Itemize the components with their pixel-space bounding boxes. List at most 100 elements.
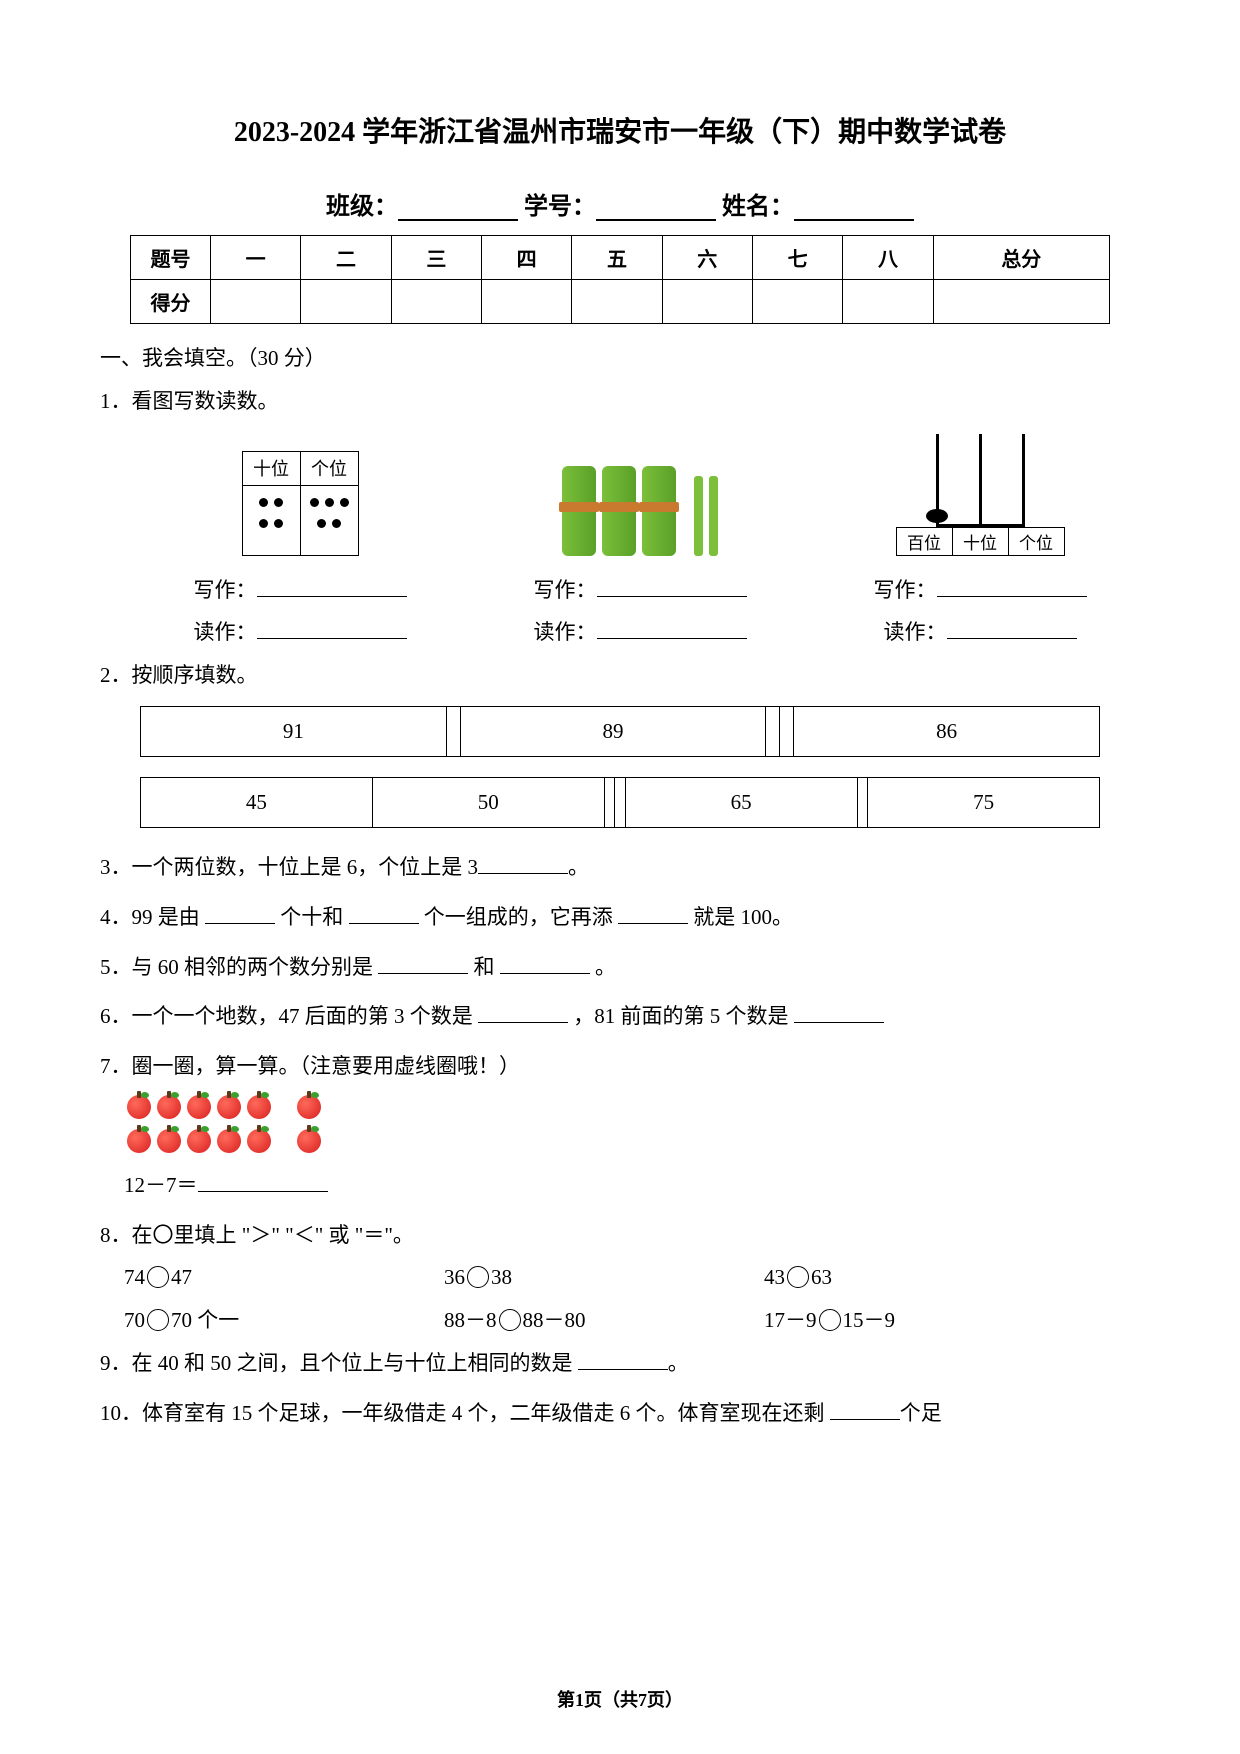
q6-blank[interactable]: [794, 1005, 884, 1023]
q4-text: 个十和: [280, 905, 348, 929]
score-cell[interactable]: [662, 280, 752, 324]
score-cell[interactable]: [752, 280, 842, 324]
score-cell[interactable]: [211, 280, 301, 324]
score-cell[interactable]: [572, 280, 662, 324]
q10-blank[interactable]: [830, 1402, 900, 1420]
name-blank[interactable]: [794, 199, 914, 221]
q4: 4．99 是由 个十和 个一组成的，它再添 就是 100。: [100, 898, 1140, 938]
q4-text: 就是 100。: [693, 905, 793, 929]
q7-blank[interactable]: [198, 1174, 328, 1192]
compare-circle[interactable]: [819, 1309, 841, 1331]
apple-icon: [297, 1095, 321, 1119]
numline-cell: 50: [372, 777, 604, 827]
col-header: 题号: [131, 236, 211, 280]
q2-row1: 91 89 86: [140, 706, 1100, 757]
score-cell[interactable]: [481, 280, 571, 324]
read-label: 读作：: [534, 620, 597, 644]
q8-right: 38: [491, 1265, 512, 1289]
q5-text: 和: [474, 955, 500, 979]
compare-circle[interactable]: [499, 1309, 521, 1331]
q6-blank[interactable]: [478, 1005, 568, 1023]
score-label: 得分: [131, 280, 211, 324]
q8-left: 43: [764, 1265, 785, 1289]
q8-item: 7070 个一: [124, 1304, 444, 1334]
q9-blank[interactable]: [578, 1352, 668, 1370]
numline-cell[interactable]: [615, 777, 626, 827]
q8-item: 88－888－80: [444, 1304, 764, 1334]
q1-col-2: 写作： 读作：: [490, 436, 790, 646]
read-blank[interactable]: [947, 621, 1077, 639]
read-blank[interactable]: [597, 621, 747, 639]
numline-cell: 75: [868, 777, 1100, 827]
sid-blank[interactable]: [596, 199, 716, 221]
q8-right: 63: [811, 1265, 832, 1289]
apple-icon: [217, 1095, 241, 1119]
compare-circle[interactable]: [147, 1309, 169, 1331]
q5-text: 。: [595, 955, 616, 979]
numline-cell[interactable]: [446, 706, 460, 756]
compare-circle[interactable]: [147, 1266, 169, 1288]
compare-circle[interactable]: [467, 1266, 489, 1288]
score-cell[interactable]: [843, 280, 933, 324]
q3-blank[interactable]: [478, 856, 568, 874]
q8-left: 74: [124, 1265, 145, 1289]
write-blank[interactable]: [937, 579, 1087, 597]
col-header: 一: [211, 236, 301, 280]
q5-blank[interactable]: [500, 956, 590, 974]
q10: 10．体育室有 15 个足球，一年级借走 4 个，二年级借走 6 个。体育室现在…: [100, 1394, 1140, 1434]
col-header: 三: [391, 236, 481, 280]
bundle-icon: [602, 466, 636, 556]
abacus-label: 个位: [1008, 527, 1064, 555]
q3-text: 3．一个两位数，十位上是 6，个位上是 3: [100, 855, 478, 879]
student-info: 班级： 学号： 姓名：: [100, 186, 1140, 221]
read-label: 读作：: [884, 620, 947, 644]
bundle-icon: [642, 466, 676, 556]
q5-blank[interactable]: [378, 956, 468, 974]
q5-text: 5．与 60 相邻的两个数分别是: [100, 955, 378, 979]
q7-apples: [124, 1093, 1140, 1161]
col-header: 八: [843, 236, 933, 280]
read-label: 读作：: [194, 620, 257, 644]
score-cell[interactable]: [933, 280, 1109, 324]
abacus-rod-ones: [1022, 434, 1025, 524]
apple-icon: [157, 1129, 181, 1153]
numline-cell[interactable]: [766, 706, 780, 756]
score-cell[interactable]: [391, 280, 481, 324]
apple-icon: [187, 1095, 211, 1119]
class-blank[interactable]: [398, 199, 518, 221]
table-row: 题号 一 二 三 四 五 六 七 八 总分: [131, 236, 1110, 280]
q3-tail: 。: [568, 855, 589, 879]
score-cell[interactable]: [301, 280, 391, 324]
compare-circle[interactable]: [787, 1266, 809, 1288]
apple-icon: [187, 1129, 211, 1153]
q8-item: 7447: [124, 1265, 444, 1290]
abacus-rod-tens: [979, 434, 982, 524]
write-blank[interactable]: [597, 579, 747, 597]
numline-cell: 89: [460, 706, 766, 756]
q6-text: ，81 前面的第 5 个数是: [573, 1004, 794, 1028]
numline-cell: 65: [625, 777, 857, 827]
abacus-labels: 百位 十位 个位: [896, 527, 1065, 556]
name-label: 姓名：: [722, 194, 794, 220]
numline-cell[interactable]: [857, 777, 868, 827]
numline-cell[interactable]: [604, 777, 615, 827]
read-blank[interactable]: [257, 621, 407, 639]
page-footer: 第1页（共7页）: [0, 1686, 1240, 1712]
q7-expr: 12－7＝: [124, 1166, 1140, 1206]
score-table: 题号 一 二 三 四 五 六 七 八 总分 得分: [130, 235, 1110, 324]
q4-blank[interactable]: [618, 906, 688, 924]
numline-cell[interactable]: [780, 706, 794, 756]
col-header: 总分: [933, 236, 1109, 280]
q6: 6．一个一个地数，47 后面的第 3 个数是 ，81 前面的第 5 个数是: [100, 997, 1140, 1037]
q8-right: 88－80: [523, 1308, 586, 1332]
ones-dots: [300, 485, 358, 555]
q4-blank[interactable]: [205, 906, 275, 924]
q4-blank[interactable]: [349, 906, 419, 924]
tens-dots: [242, 485, 300, 555]
q9-tail: 。: [668, 1351, 689, 1375]
q8-right: 70 个一: [171, 1308, 239, 1332]
apple-icon: [127, 1095, 151, 1119]
q4-text: 4．99 是由: [100, 905, 205, 929]
numline-cell: 45: [141, 777, 373, 827]
write-blank[interactable]: [257, 579, 407, 597]
